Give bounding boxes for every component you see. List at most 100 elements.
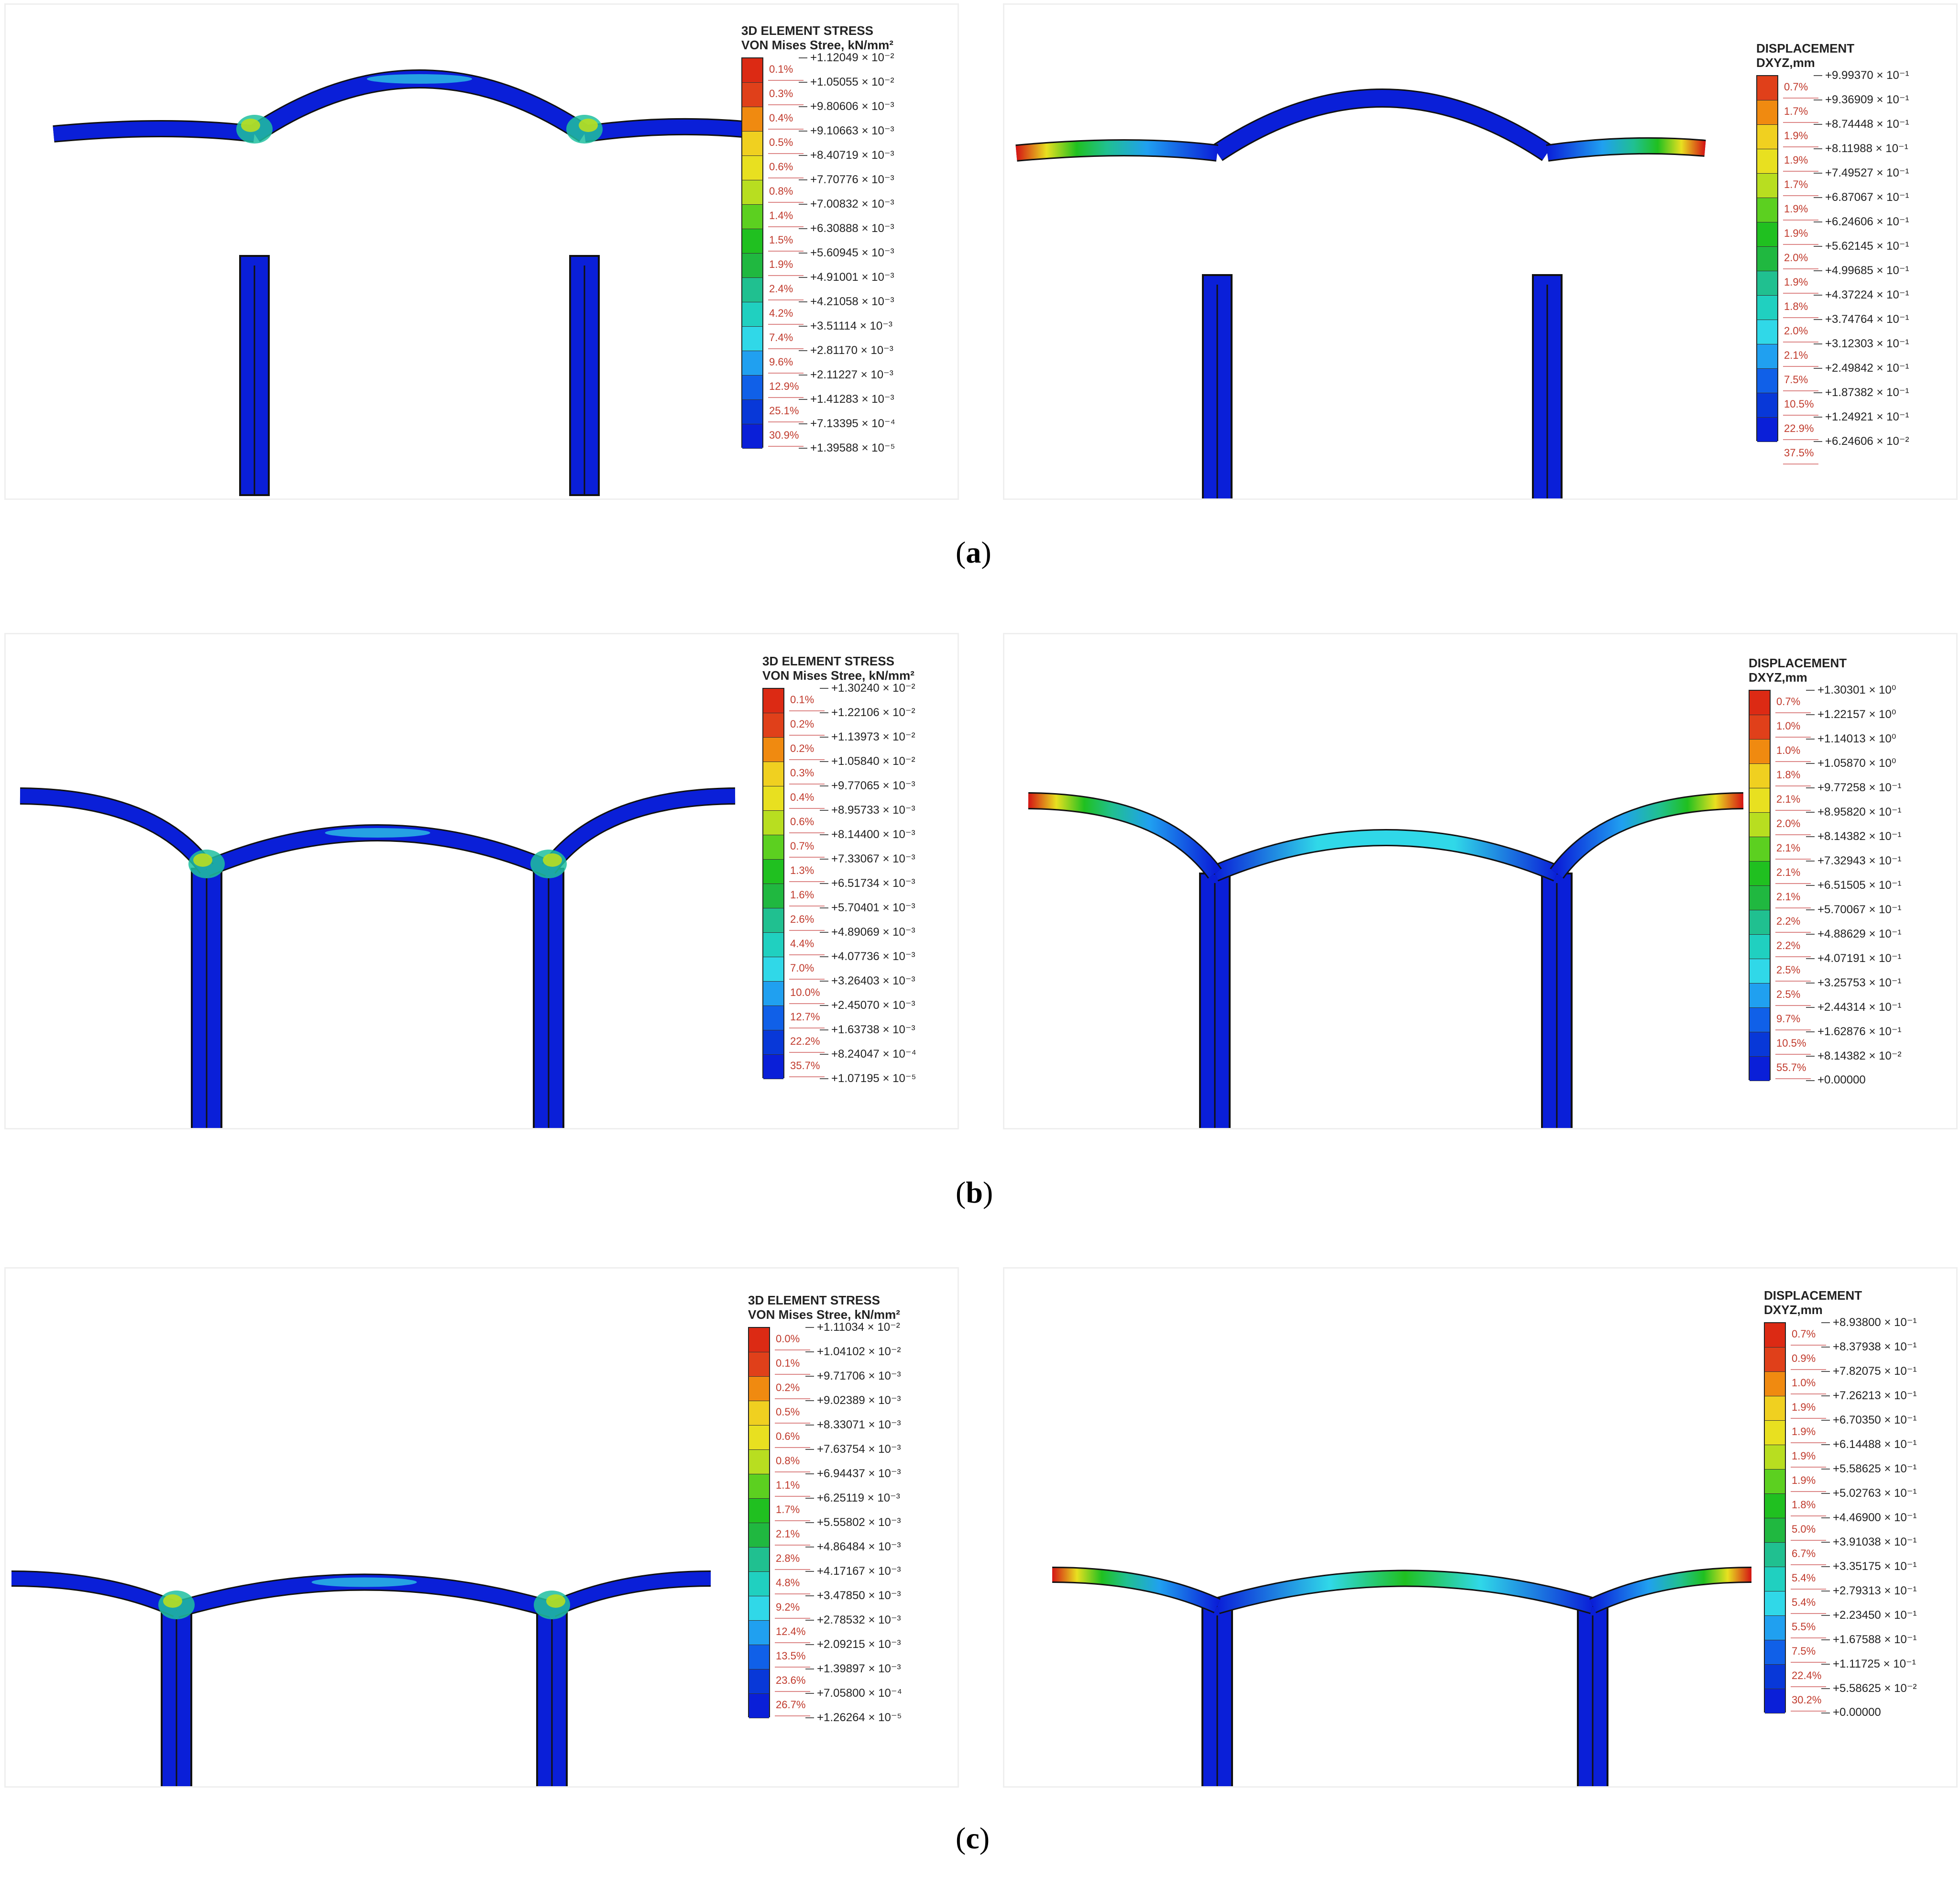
legend-tick	[1821, 1469, 1830, 1470]
legend-tick	[799, 204, 807, 205]
legend-value: +7.32943 × 10⁻¹	[1817, 854, 1902, 867]
legend-percentage: 0.5%	[769, 136, 793, 148]
legend-percentage-underline	[775, 1496, 810, 1497]
legend-percentage: 5.4%	[1792, 1572, 1816, 1584]
legend-tick	[1814, 343, 1822, 344]
legend-value: +7.00832 × 10⁻³	[810, 198, 894, 210]
panel-c-stress: 3D ELEMENT STRESS VON Mises Stree, kN/mm²…	[4, 1267, 959, 1788]
legend-value: +1.13973 × 10⁻²	[831, 730, 915, 743]
legend-value: +2.79313 × 10⁻¹	[1833, 1584, 1917, 1597]
legend-percentage: 5.4%	[1792, 1596, 1816, 1608]
legend-value: +6.30888 × 10⁻³	[810, 222, 894, 235]
legend-percentage-underline	[1783, 293, 1818, 294]
legend-percentage: 5.0%	[1792, 1523, 1816, 1535]
legend-value: +8.11988 × 10⁻¹	[1825, 142, 1908, 155]
color-scale-segment	[763, 1006, 783, 1030]
color-scale-segment	[1757, 198, 1777, 222]
legend-percentage: 1.9%	[1784, 276, 1808, 288]
legend-tick	[1821, 1444, 1830, 1445]
legend-value: +1.22157 × 10⁰	[1817, 708, 1896, 721]
legend-value: +1.05870 × 10⁰	[1817, 757, 1896, 770]
legend-percentage-underline	[775, 1618, 810, 1619]
legend-tick	[820, 688, 828, 689]
right-cantilever	[549, 1572, 711, 1616]
legend-value: +5.58625 × 10⁻²	[1833, 1682, 1917, 1695]
structure-contour-plot	[1028, 792, 1744, 1128]
color-scale-bar	[741, 57, 763, 449]
color-scale-segment	[1765, 1689, 1785, 1713]
legend-percentage: 0.7%	[790, 840, 815, 852]
color-scale-segment	[749, 1547, 769, 1572]
legend-tick	[805, 1498, 814, 1499]
panel-b-stress: 3D ELEMENT STRESS VON Mises Stree, kN/mm²…	[4, 633, 959, 1129]
structure-contour-plot	[53, 69, 743, 496]
color-scale-segment	[1750, 886, 1770, 910]
legend-tick	[1806, 812, 1815, 813]
legend-value: +4.37224 × 10⁻¹	[1825, 288, 1909, 301]
legend-percentage-underline	[1775, 1054, 1811, 1055]
legend-percentage: 0.7%	[1792, 1328, 1816, 1340]
right-cantilever	[1551, 794, 1744, 878]
legend-tick	[1814, 173, 1822, 174]
legend-value: +1.30301 × 10⁰	[1817, 684, 1896, 696]
legend-percentage: 2.4%	[769, 283, 793, 295]
central-arch	[204, 826, 551, 875]
legend-title: DISPLACEMENT	[1764, 1288, 1862, 1303]
legend-percentage: 1.5%	[769, 234, 793, 246]
left-cantilever	[1028, 794, 1221, 878]
color-scale-segment	[1750, 715, 1770, 740]
caption-a: (a)	[956, 535, 991, 569]
legend-percentage-underline	[775, 1642, 810, 1643]
legend-tick	[1814, 392, 1822, 393]
beam-structure	[1015, 88, 1706, 498]
left-cantilever	[53, 122, 255, 141]
color-scale-segment	[1765, 1494, 1785, 1518]
legend-value: +4.46900 × 10⁻¹	[1833, 1511, 1917, 1524]
legend-tick	[820, 1005, 828, 1006]
legend-tick	[1806, 1031, 1815, 1032]
color-scale-segment	[1757, 369, 1777, 393]
legend-percentage-underline	[775, 1398, 810, 1399]
legend-value: +7.26213 × 10⁻¹	[1833, 1389, 1917, 1402]
legend-percentage: 7.0%	[790, 962, 815, 974]
legend-tick	[1821, 1493, 1830, 1494]
legend-percentage-underline	[789, 930, 825, 931]
legend-percentage-underline	[1775, 981, 1811, 982]
legend-tick	[1806, 739, 1815, 740]
legend-tick	[799, 399, 807, 400]
displacement-legend: DISPLACEMENT DXYZ,mm 0.7% 0.9% 1.0% 1.9% 1.9% 1…	[1764, 1288, 1956, 1737]
legend-percentage-underline	[775, 1593, 810, 1594]
legend-percentage: 1.3%	[790, 864, 815, 876]
legend-percentage: 9.7%	[1776, 1013, 1801, 1025]
legend-tick	[1806, 714, 1815, 715]
legend-percentage-underline	[768, 202, 804, 203]
legend-value: +3.74764 × 10⁻¹	[1825, 313, 1909, 326]
color-scale-segment	[1750, 1032, 1770, 1057]
color-scale-segment	[763, 786, 783, 811]
legend-value: +2.44314 × 10⁻¹	[1817, 1001, 1902, 1014]
legend-percentage: 1.9%	[769, 258, 793, 270]
legend-percentage: 0.8%	[769, 185, 793, 197]
legend-tick	[1806, 934, 1815, 935]
legend-percentage-underline	[775, 1545, 810, 1546]
legend-percentage-underline	[1775, 1029, 1811, 1030]
legend-percentage: 23.6%	[776, 1674, 806, 1686]
legend-percentage: 10.5%	[1784, 398, 1814, 410]
legend-tick	[1821, 1591, 1830, 1592]
legend-percentage-underline	[1783, 244, 1818, 245]
legend-percentage: 1.0%	[1792, 1377, 1816, 1389]
legend-percentage-underline	[768, 251, 804, 252]
legend-tick	[799, 375, 807, 376]
legend-tick	[1821, 1639, 1830, 1640]
color-scale-segment	[742, 132, 762, 156]
legend-value: +1.41283 × 10⁻³	[810, 393, 894, 406]
legend-percentage: 2.1%	[1776, 842, 1801, 854]
legend-percentage-underline	[775, 1471, 810, 1472]
color-scale-segment	[1750, 959, 1770, 984]
legend-tick	[799, 155, 807, 156]
color-scale-segment	[742, 400, 762, 424]
legend-percentage-underline	[768, 324, 804, 325]
legend-percentage-underline	[1791, 1711, 1826, 1712]
legend-tick	[1821, 1542, 1830, 1543]
legend-value: +8.14382 × 10⁻¹	[1817, 830, 1902, 843]
